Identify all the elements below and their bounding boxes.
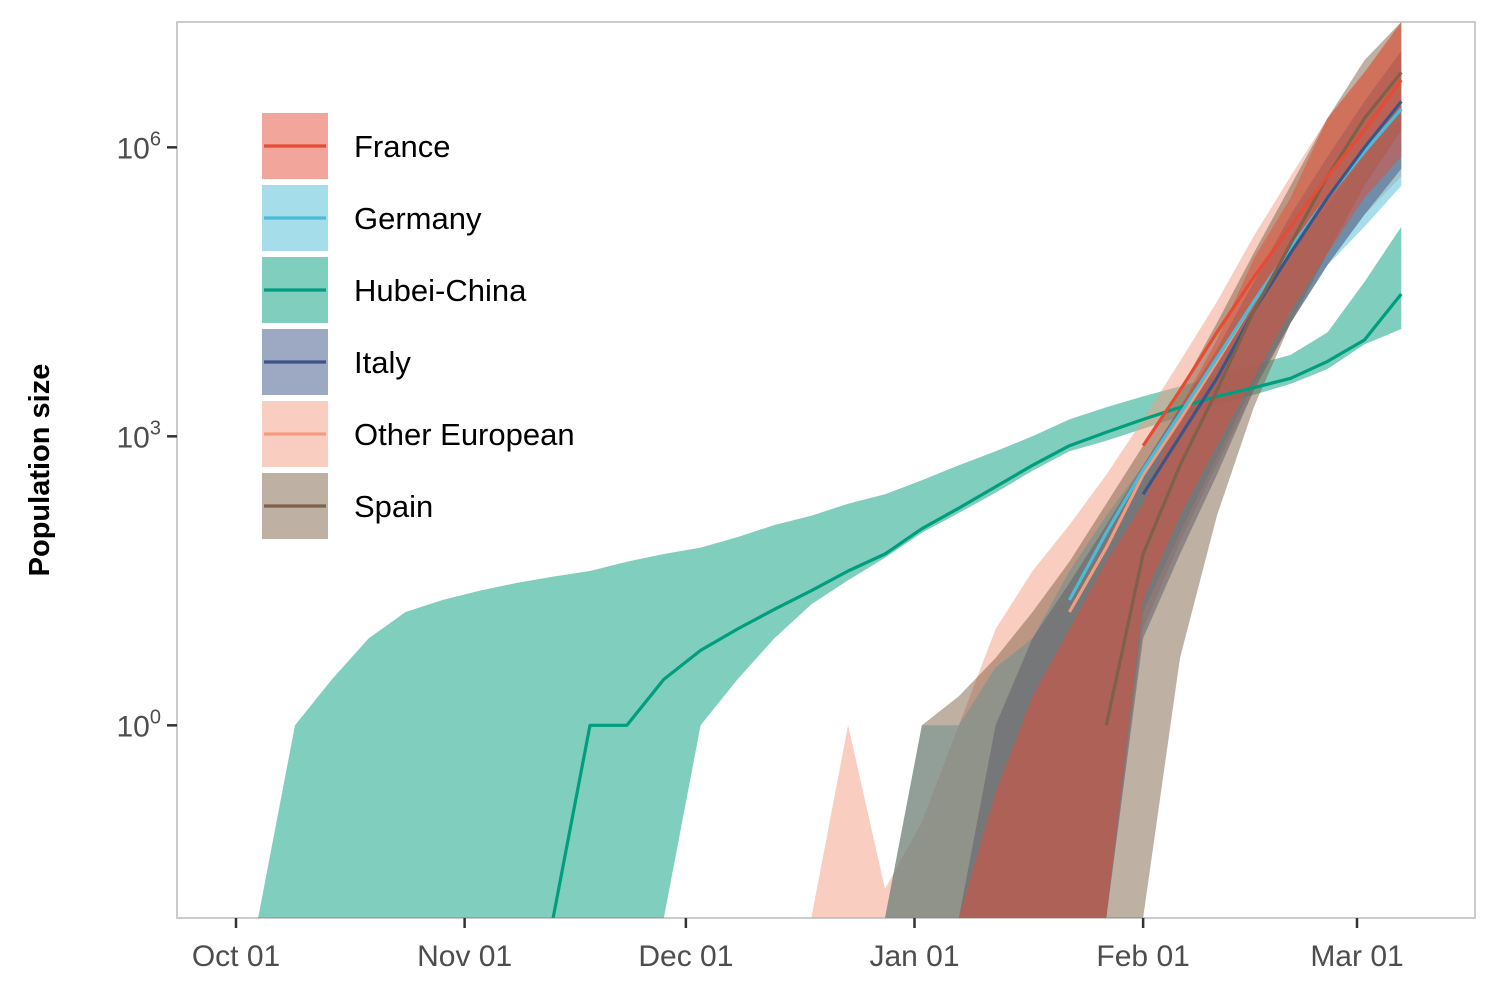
legend-label-spain: Spain xyxy=(354,489,433,524)
x-tick-label: Nov 01 xyxy=(417,940,512,973)
line-italy xyxy=(1141,100,1403,496)
x-tick-label: Mar 01 xyxy=(1310,940,1403,973)
line-hubei-china xyxy=(551,292,1403,918)
x-tick-label: Dec 01 xyxy=(638,940,733,973)
y-axis-title: Population size xyxy=(24,364,56,577)
y-tick-label: 106 xyxy=(117,128,162,165)
legend-label-germany: Germany xyxy=(354,201,482,236)
legend-label-italy: Italy xyxy=(354,345,411,380)
band-other-european xyxy=(811,22,1402,918)
x-tick-label: Jan 01 xyxy=(869,940,959,973)
y-tick-label: 103 xyxy=(117,417,162,454)
x-tick-label: Feb 01 xyxy=(1096,940,1189,973)
band-hubei-china xyxy=(258,226,1402,918)
legend-label-france: France xyxy=(354,129,450,164)
y-axis: 100 103 106 xyxy=(117,128,177,743)
legend-label-hubei-china: Hubei-China xyxy=(354,273,527,308)
legend-label-other-european: Other European xyxy=(354,417,575,452)
x-tick-label: Oct 01 xyxy=(192,940,280,973)
y-tick-label: 100 xyxy=(117,706,162,743)
legend: France Germany Hubei-China Italy Other Europ… xyxy=(262,113,575,539)
line-layer xyxy=(551,71,1403,918)
line-spain xyxy=(1104,71,1403,726)
x-axis: Oct 01 Nov 01 Dec 01 Jan 01 Feb 01 Mar 01 xyxy=(192,918,1404,973)
line-france xyxy=(1141,79,1403,447)
